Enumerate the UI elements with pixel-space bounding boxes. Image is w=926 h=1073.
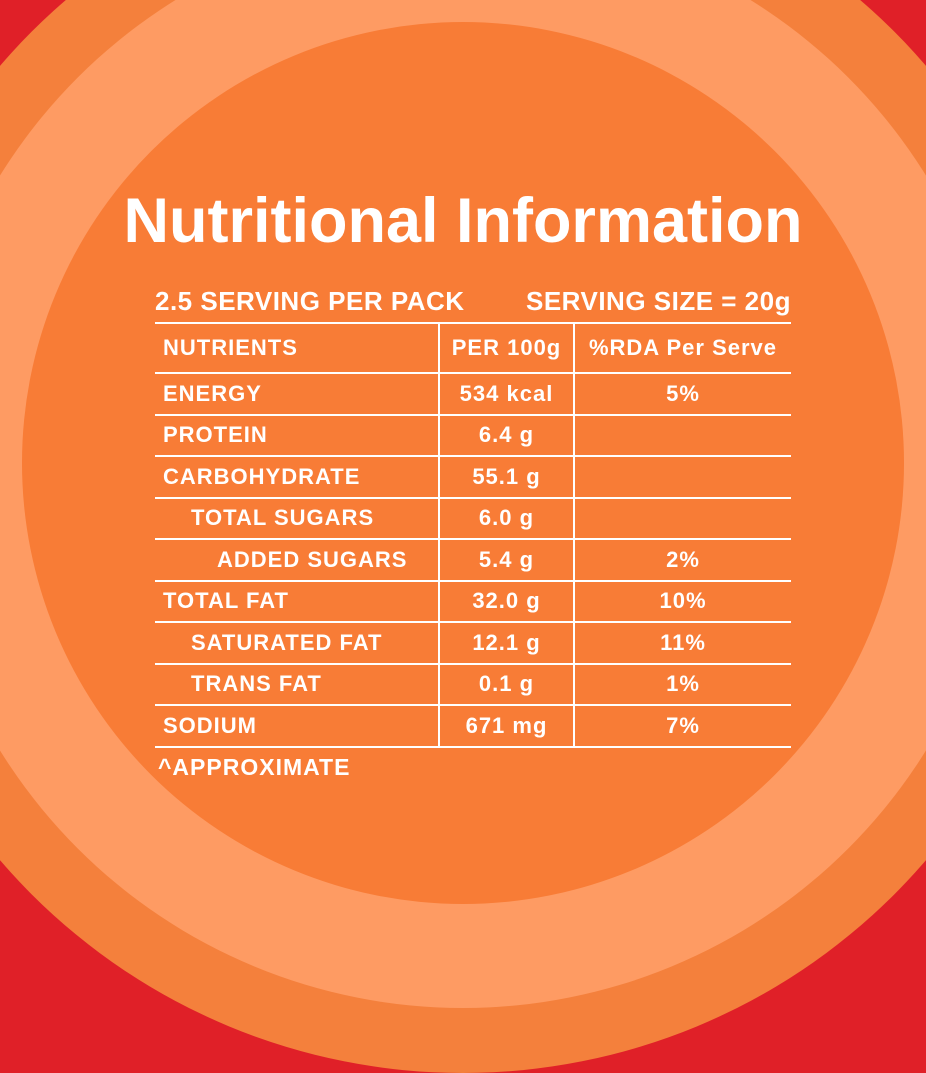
serving-per-pack-label: 2.5 SERVING PER PACK [155,286,465,316]
saturated-fat-per-100g: 12.1 g [440,623,575,665]
trans-fat-per-100g: 0.1 g [440,664,575,706]
added-sugars-per-100g: 5.4 g [440,540,575,582]
total-sugars-per-100g: 6.0 g [440,498,575,540]
total-sugars-label: TOTAL SUGARS [155,498,440,540]
total-fat-label: TOTAL FAT [155,581,440,623]
approximate-footnote: ^APPROXIMATE [158,754,351,780]
carbohydrate-label: CARBOHYDRATE [155,457,440,499]
total-sugars-rda [575,499,791,540]
serving-size-label: SERVING SIZE = 20g [525,286,791,316]
header-rda-per-serve: %RDA Per Serve [575,324,791,374]
nutrition-table: NUTRIENTS PER 100g %RDA Per Serve ENERGY… [155,322,791,748]
saturated-fat-label: SATURATED FAT [155,623,440,665]
header-per-100g: PER 100g [440,324,575,374]
protein-rda [575,416,791,457]
added-sugars-label: ADDED SUGARS [155,540,440,582]
energy-label: ENERGY [155,374,440,416]
serving-info: 2.5 SERVING PER PACK SERVING SIZE = 20g [155,288,791,314]
trans-fat-rda: 1% [575,665,791,706]
page-title: Nutritional Information [123,186,803,256]
protein-per-100g: 6.4 g [440,415,575,457]
energy-rda: 5% [575,374,791,416]
trans-fat-label: TRANS FAT [155,664,440,706]
added-sugars-rda: 2% [575,540,791,582]
sodium-per-100g: 671 mg [440,706,575,748]
header-nutrients: NUTRIENTS [155,324,440,374]
carbohydrate-per-100g: 55.1 g [440,457,575,499]
background-circle-center [22,22,904,904]
protein-label: PROTEIN [155,415,440,457]
total-fat-rda: 10% [575,582,791,623]
saturated-fat-rda: 11% [575,623,791,665]
sodium-rda: 7% [575,706,791,748]
sodium-label: SODIUM [155,706,440,748]
carbohydrate-rda [575,457,791,499]
energy-per-100g: 534 kcal [440,374,575,416]
total-fat-per-100g: 32.0 g [440,581,575,623]
